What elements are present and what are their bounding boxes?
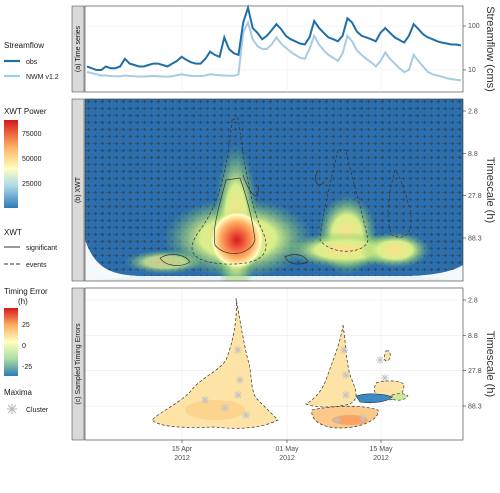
legend-nwm-label: NWM v1.2	[26, 74, 59, 81]
panel-a-yaxis: 100 10	[463, 23, 480, 74]
legend-events-label: events	[26, 262, 47, 269]
timing-tick: 25	[22, 322, 30, 329]
strip-a-label: (a) Time series	[75, 25, 82, 72]
timing-region-7	[391, 393, 409, 401]
panel-a-ylabel: Streamflow (cms)	[484, 6, 496, 92]
series-line-obs	[86, 3, 462, 71]
panel-b-frame	[84, 98, 464, 282]
ytick-label: 27.8	[468, 193, 482, 200]
cluster-marker	[359, 414, 367, 422]
timing-region-4	[383, 350, 391, 362]
strip-b-label: (b) XWT	[75, 176, 82, 203]
legend-xwt-title: XWT	[4, 228, 22, 237]
legend-significant-label: significant	[26, 245, 57, 252]
ytick-label: 8.8	[468, 333, 478, 340]
cluster-marker	[236, 376, 244, 384]
timing-region-1-core	[185, 400, 245, 420]
timing-tick: 0	[22, 343, 26, 350]
panel-c-bg	[85, 288, 463, 440]
timing-region-1	[151, 297, 279, 429]
ytick-label: 88.3	[468, 404, 482, 411]
ytick-label: 10	[468, 67, 476, 74]
timing-tick: -25	[22, 364, 32, 371]
cluster-marker	[333, 416, 341, 424]
xwt-power-tick: 25000	[22, 181, 42, 188]
xtick-label: 15 May	[370, 446, 393, 453]
legend-obs-label: obs	[26, 59, 38, 66]
legend-timing-title: Timing Error	[4, 287, 48, 296]
asterisk-icon	[7, 404, 17, 414]
cluster-marker	[342, 391, 350, 399]
cluster-marker	[381, 374, 389, 382]
legend-timing-unit: (h)	[18, 297, 28, 306]
timing-colorbar	[4, 308, 18, 376]
panel-c-yaxis: 2.8 8.8 27.8 88.3	[463, 298, 482, 411]
xtick-label: 01 May	[276, 446, 299, 453]
cluster-marker	[221, 404, 229, 412]
panel-b-ylabel: Timescale (h)	[484, 157, 496, 223]
panel-a-frame	[84, 5, 464, 93]
ytick-label: 2.8	[468, 109, 478, 116]
xtick-label: 15 Apr	[172, 446, 193, 453]
cluster-marker	[242, 411, 250, 419]
legend-maxima-title: Maxima	[4, 388, 33, 397]
legend-xwt-power-title: XWT Power	[4, 107, 47, 116]
panel-c-frame	[84, 287, 464, 441]
cluster-marker	[234, 346, 242, 354]
panel-a: 100 10 Streamflow (cms)	[84, 3, 496, 93]
legend-xwt-power: XWT Power 75000 50000 25000	[4, 107, 47, 208]
cluster-markers	[201, 346, 389, 424]
legend-xwt: XWT significant events	[4, 228, 57, 269]
xtick-label: 2012	[279, 455, 295, 462]
xtick-label: 2012	[174, 455, 190, 462]
panel-c: 2.8 8.8 27.8 88.3 Timescale (h) 15 Apr 2012…	[84, 287, 496, 462]
xwt-heatmap	[85, 99, 463, 281]
cluster-marker	[342, 371, 350, 379]
xwt-contours	[159, 117, 412, 266]
panel-c-grid	[85, 288, 463, 440]
ytick-label: 2.8	[468, 298, 478, 305]
cluster-marker	[376, 356, 384, 364]
xwt-power-tick: 75000	[22, 131, 42, 138]
cluster-marker	[201, 396, 209, 404]
timing-error-regions	[151, 297, 409, 429]
strip-b: (b) XWT	[71, 98, 85, 282]
xtick-label: 2012	[373, 455, 389, 462]
legend-timing: Timing Error (h) 25 0 -25	[4, 287, 48, 376]
cluster-marker	[340, 346, 348, 354]
timing-region-3-core	[332, 415, 368, 425]
panel-b: 2.8 8.8 27.8 88.3 Timescale (h)	[84, 98, 496, 282]
timing-region-2	[305, 324, 357, 408]
xwt-power-colorbar	[4, 120, 18, 208]
panel-c-ylabel: Timescale (h)	[484, 331, 496, 397]
ytick-label: 100	[468, 23, 480, 30]
x-axis: 15 Apr 2012 01 May 2012 15 May 2012	[172, 440, 393, 462]
ytick-label: 88.3	[468, 235, 482, 242]
strip-c: (c) Sampled Timing Errors	[71, 287, 85, 441]
strip-c-label: (c) Sampled Timing Errors	[75, 323, 82, 405]
legend-maxima: Maxima Cluster	[4, 388, 49, 414]
xwt-power-tick: 50000	[22, 156, 42, 163]
legend-streamflow: Streamflow obs NWM v1.2	[4, 41, 59, 81]
ytick-label: 8.8	[468, 151, 478, 158]
panel-b-yaxis: 2.8 8.8 27.8 88.3	[463, 109, 482, 242]
legend-streamflow-title: Streamflow	[4, 41, 44, 50]
legend-cluster-label: Cluster	[26, 407, 49, 414]
series-line-nwm	[86, 19, 462, 82]
strip-a: (a) Time series	[71, 5, 85, 93]
cluster-marker	[234, 391, 242, 399]
ytick-label: 27.8	[468, 368, 482, 375]
